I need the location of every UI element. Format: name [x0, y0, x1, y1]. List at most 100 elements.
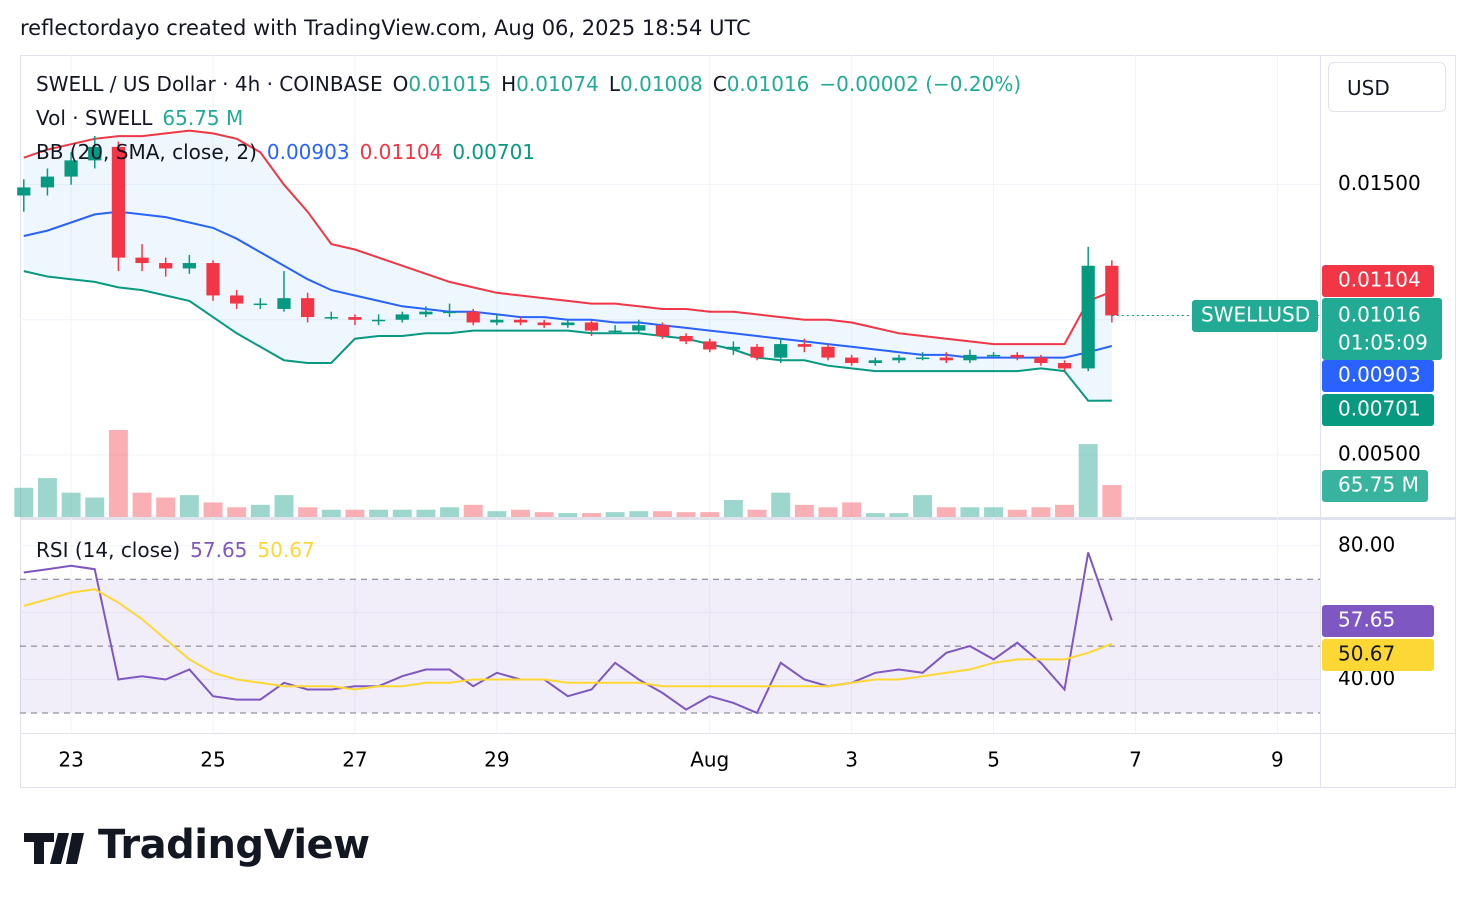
- candle-body: [17, 187, 31, 196]
- volume-bar: [605, 512, 625, 517]
- volume-bar: [676, 512, 696, 517]
- x-tick-label: Aug: [690, 748, 729, 772]
- change: −0.00002 (−0.20%): [819, 72, 1022, 96]
- x-tick-label: 5: [987, 748, 1000, 772]
- volume-bar: [652, 511, 672, 517]
- candle-body: [64, 160, 78, 177]
- candle-body: [750, 346, 764, 358]
- x-tick-label: 3: [845, 748, 858, 772]
- volume-bar: [1055, 504, 1075, 517]
- x-tick-label: 29: [484, 748, 509, 772]
- ohlc-key: O: [392, 72, 409, 96]
- bb-lower-badge-bg: [1322, 394, 1434, 426]
- rsi-value: 57.65: [190, 538, 248, 562]
- bb-basis-badge: 0.00903: [1338, 363, 1421, 387]
- volume-bar: [369, 509, 389, 517]
- volume-bar: [108, 429, 128, 517]
- candle-body: [845, 357, 859, 363]
- volume-bar: [37, 478, 57, 517]
- volume-bar: [984, 507, 1004, 517]
- candle-body: [632, 325, 646, 331]
- volume-bar: [416, 509, 436, 517]
- frame: [20, 55, 1456, 788]
- candle-body: [703, 341, 717, 350]
- volume-bar: [179, 495, 199, 517]
- volume-bar: [936, 507, 956, 517]
- rsi-badge-bg: [1322, 605, 1434, 637]
- candle-body: [230, 295, 244, 304]
- volume-bar: [1102, 485, 1122, 517]
- x-tick-label: 23: [58, 748, 83, 772]
- ticker-badge-bg: [1192, 300, 1318, 332]
- x-tick-label: 7: [1129, 748, 1142, 772]
- credit: reflectordayo created with TradingView.c…: [20, 16, 751, 40]
- symbol-legend: SWELL / US Dollar · 4h · COINBASE O0.0101…: [36, 72, 1031, 96]
- candle-body: [348, 317, 362, 320]
- volume-bar: [321, 509, 341, 517]
- bb-fill: [23, 130, 1112, 401]
- candle-body: [986, 354, 1001, 357]
- candle-body: [490, 319, 504, 323]
- candle-body: [939, 357, 953, 361]
- volume-bar: [274, 495, 294, 517]
- volume-name: Vol · SWELL: [36, 106, 153, 130]
- volume-bar: [913, 495, 933, 517]
- volume-bar: [440, 507, 460, 517]
- rsi-name: RSI (14, close): [36, 538, 181, 562]
- candle-body: [419, 311, 433, 315]
- price-badge: 0.01016: [1338, 303, 1421, 327]
- volume-bar: [1031, 507, 1051, 517]
- candle-body: [868, 360, 882, 363]
- candle-body: [324, 317, 338, 319]
- x-tick-label: 25: [200, 748, 225, 772]
- candle-body: [466, 311, 480, 323]
- ohlc-key: L: [608, 72, 621, 96]
- volume-bar: [723, 499, 743, 517]
- candle-body: [726, 346, 741, 350]
- volume-bar: [345, 509, 365, 517]
- volume-bar: [794, 504, 814, 517]
- price-badge-bg: [1322, 298, 1442, 360]
- logo-mark: [24, 833, 84, 864]
- bb-lower-badge: 0.00701: [1338, 397, 1421, 421]
- volume-badge-bg: [1322, 470, 1428, 502]
- rsi-line: [23, 552, 1113, 715]
- bb-basis-badge-bg: [1322, 360, 1434, 392]
- volume-bar: [960, 507, 980, 517]
- rsi-line: [23, 588, 1113, 691]
- candle-body: [206, 263, 220, 296]
- footer-logo: TradingView: [98, 822, 370, 868]
- symbol: SWELL / US Dollar · 4h · COINBASE: [36, 72, 383, 96]
- candle-body: [963, 354, 977, 361]
- ohlc-value: 0.01015: [408, 72, 492, 96]
- candle-body: [301, 298, 315, 318]
- volume-bar: [534, 512, 554, 517]
- volume-bar: [487, 511, 507, 517]
- volume-bar: [629, 511, 649, 517]
- bb-line: [23, 129, 1113, 346]
- candle-body: [253, 303, 267, 306]
- volume-bar: [392, 509, 412, 517]
- volume-bar: [250, 504, 270, 517]
- candle-body: [915, 357, 930, 360]
- y-tick-label: 0.00500: [1338, 441, 1421, 465]
- volume-bar: [889, 513, 909, 517]
- volume-bar: [865, 513, 885, 517]
- ohlc-value: 0.01016: [726, 72, 810, 96]
- candle-body: [1081, 265, 1095, 369]
- candle-body: [442, 311, 457, 314]
- bb-value: 0.00903: [266, 140, 350, 164]
- bb-upper-badge-bg: [1322, 265, 1434, 297]
- rsi-legend: RSI (14, close) 57.65 50.67: [36, 538, 325, 562]
- volume-bar: [463, 504, 483, 517]
- candle-body: [395, 314, 409, 320]
- bb-value: 0.01104: [359, 140, 443, 164]
- candle-body: [774, 344, 788, 358]
- countdown: 01:05:09: [1338, 331, 1428, 355]
- currency-button[interactable]: USD: [1328, 62, 1446, 112]
- candle-body: [88, 146, 102, 161]
- volume-bar: [61, 492, 81, 517]
- bb-upper-badge: 0.01104: [1338, 268, 1421, 292]
